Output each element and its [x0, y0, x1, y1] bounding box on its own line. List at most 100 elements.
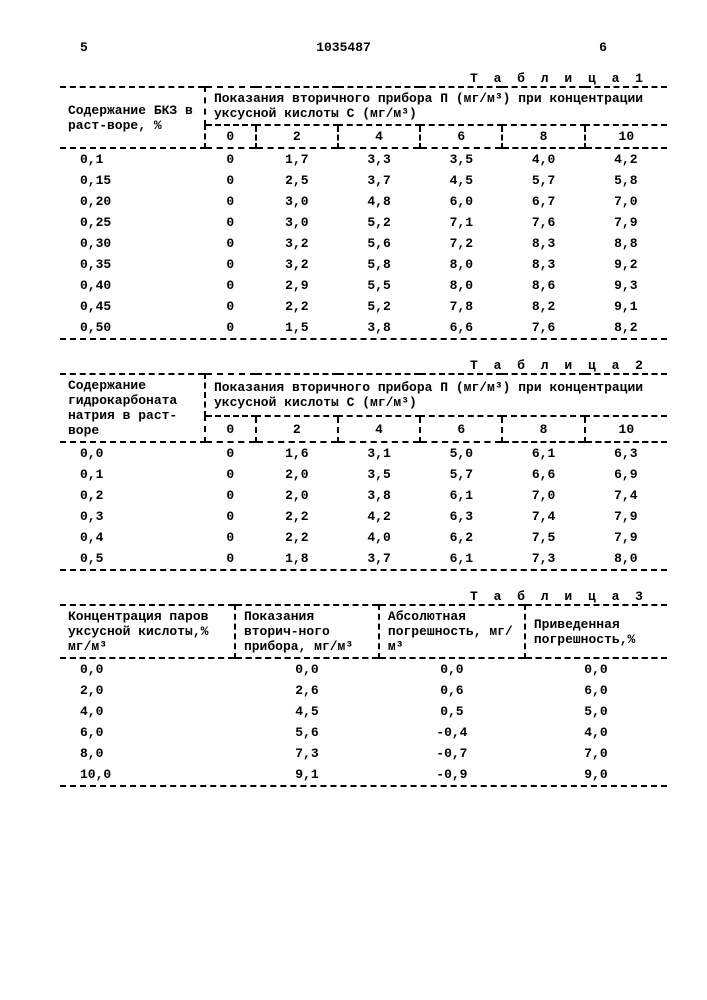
- cell: 6,1: [502, 442, 584, 464]
- cell: 8,0: [585, 548, 667, 569]
- col-header: 4: [338, 125, 420, 148]
- cell: 0,5: [379, 701, 525, 722]
- table-row: 0,402,24,06,27,57,9: [60, 527, 667, 548]
- table3: Концентрация паров уксусной кислоты,% мг…: [60, 604, 667, 785]
- cell: 6,1: [420, 548, 502, 569]
- cell: 0,0: [379, 658, 525, 680]
- cell: 8,3: [502, 254, 584, 275]
- cell: 6,0: [60, 722, 235, 743]
- col-header: 10: [585, 416, 667, 442]
- cell: 5,7: [420, 464, 502, 485]
- row-key: 0,40: [60, 275, 205, 296]
- cell: 9,1: [585, 296, 667, 317]
- cell: 8,8: [585, 233, 667, 254]
- t3-body: 0,00,00,00,02,02,60,66,04,04,50,55,06,05…: [60, 658, 667, 785]
- cell: 0,0: [60, 658, 235, 680]
- col-header: 0: [205, 416, 256, 442]
- cell: 7,3: [502, 548, 584, 569]
- cell: 4,0: [502, 148, 584, 170]
- cell: 7,4: [502, 506, 584, 527]
- cell: 7,4: [585, 485, 667, 506]
- table-row: 0,102,03,55,76,66,9: [60, 464, 667, 485]
- cell: 6,0: [420, 191, 502, 212]
- cell: 7,9: [585, 212, 667, 233]
- col-header: 6: [420, 125, 502, 148]
- cell: 1,8: [256, 548, 338, 569]
- cell: 8,6: [502, 275, 584, 296]
- cell: 6,6: [420, 317, 502, 338]
- cell: -0,9: [379, 764, 525, 785]
- cell: 7,9: [585, 506, 667, 527]
- doc-number: 1035487: [316, 40, 371, 55]
- row-key: 0,35: [60, 254, 205, 275]
- t3-head-row: Концентрация паров уксусной кислоты,% мг…: [60, 605, 667, 658]
- table2: Содержание гидрокарбоната натрия в раст-…: [60, 373, 667, 569]
- col-header: 4: [338, 416, 420, 442]
- cell: 0: [205, 506, 256, 527]
- cell: 2,6: [235, 680, 379, 701]
- cell: 4,2: [338, 506, 420, 527]
- cell: 7,6: [502, 212, 584, 233]
- table-row: 10,09,1-0,99,0: [60, 764, 667, 785]
- table-row: 0,1502,53,74,55,75,8: [60, 170, 667, 191]
- cell: 0: [205, 191, 256, 212]
- cell: 3,3: [338, 148, 420, 170]
- cell: 2,0: [256, 464, 338, 485]
- col-header: 8: [502, 125, 584, 148]
- page-header: 5 1035487 6: [60, 40, 667, 65]
- cell: 3,8: [338, 485, 420, 506]
- cell: 7,2: [420, 233, 502, 254]
- table2-label: Т а б л и ц а 2: [60, 358, 667, 373]
- t2-body: 0,001,63,15,06,16,30,102,03,55,76,66,90,…: [60, 442, 667, 569]
- col-header: 10: [585, 125, 667, 148]
- cell: 0: [205, 464, 256, 485]
- cell: 8,0: [420, 254, 502, 275]
- cell: 0: [205, 275, 256, 296]
- cell: 7,3: [235, 743, 379, 764]
- cell: 2,2: [256, 527, 338, 548]
- cell: 10,0: [60, 764, 235, 785]
- cell: 7,0: [585, 191, 667, 212]
- cell: 0: [205, 233, 256, 254]
- row-key: 0,20: [60, 191, 205, 212]
- table-row: 0,4502,25,27,88,29,1: [60, 296, 667, 317]
- cell: 3,2: [256, 233, 338, 254]
- cell: 6,2: [420, 527, 502, 548]
- cell: -0,4: [379, 722, 525, 743]
- t3-header: Абсолютная погрешность, мг/м³: [379, 605, 525, 658]
- table-row: 4,04,50,55,0: [60, 701, 667, 722]
- col-header: 6: [420, 416, 502, 442]
- cell: 0: [205, 170, 256, 191]
- table-row: 0,202,03,86,17,07,4: [60, 485, 667, 506]
- cell: 0: [205, 548, 256, 569]
- cell: 5,2: [338, 212, 420, 233]
- cell: 0: [205, 317, 256, 338]
- cell: 6,3: [585, 442, 667, 464]
- cell: 2,9: [256, 275, 338, 296]
- cell: 4,2: [585, 148, 667, 170]
- cell: 2,2: [256, 506, 338, 527]
- cell: 2,2: [256, 296, 338, 317]
- table-row: 0,101,73,33,54,04,2: [60, 148, 667, 170]
- cell: 4,0: [525, 722, 667, 743]
- cell: 0: [205, 254, 256, 275]
- row-key: 0,0: [60, 442, 205, 464]
- cell: 3,8: [338, 317, 420, 338]
- table-row: 0,2003,04,86,06,77,0: [60, 191, 667, 212]
- row-key: 0,30: [60, 233, 205, 254]
- t2-left-header: Содержание гидрокарбоната натрия в раст-…: [60, 374, 205, 442]
- cell: 5,2: [338, 296, 420, 317]
- cell: 7,6: [502, 317, 584, 338]
- cell: 0: [205, 148, 256, 170]
- cell: 0: [205, 296, 256, 317]
- cell: 1,6: [256, 442, 338, 464]
- cell: 8,0: [60, 743, 235, 764]
- cell: 6,0: [525, 680, 667, 701]
- row-key: 0,4: [60, 527, 205, 548]
- table-row: 8,07,3-0,77,0: [60, 743, 667, 764]
- cell: 8,3: [502, 233, 584, 254]
- cell: 9,3: [585, 275, 667, 296]
- row-key: 0,3: [60, 506, 205, 527]
- row-key: 0,5: [60, 548, 205, 569]
- t3-header: Показания вторич-ного прибора, мг/м³: [235, 605, 379, 658]
